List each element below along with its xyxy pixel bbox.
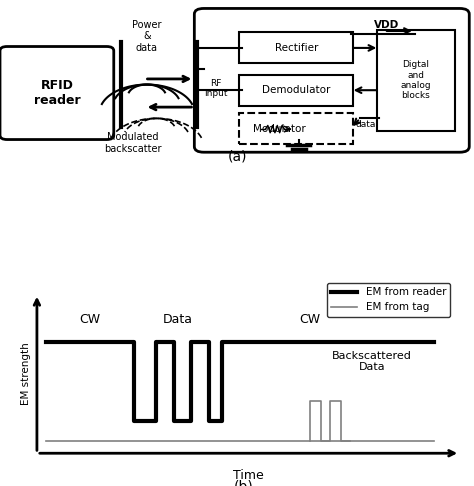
FancyBboxPatch shape (377, 30, 455, 131)
Text: Backscattered
Data: Backscattered Data (332, 351, 412, 372)
Text: Modulator: Modulator (253, 124, 306, 134)
Text: Demodulator: Demodulator (262, 85, 330, 95)
Text: RFID
reader: RFID reader (34, 79, 80, 107)
FancyBboxPatch shape (239, 33, 353, 63)
FancyBboxPatch shape (239, 113, 353, 144)
Legend: EM from reader, EM from tag: EM from reader, EM from tag (327, 283, 450, 317)
Text: EM strength: EM strength (21, 342, 31, 405)
FancyBboxPatch shape (239, 75, 353, 105)
Text: Digtal
and
analog
blocks: Digtal and analog blocks (401, 60, 431, 101)
FancyBboxPatch shape (194, 8, 469, 152)
Text: RF
Input: RF Input (204, 79, 228, 99)
Text: Modulated
backscatter: Modulated backscatter (104, 133, 162, 154)
Text: VDD: VDD (374, 20, 399, 30)
FancyBboxPatch shape (0, 47, 114, 139)
Text: Data: Data (163, 312, 193, 326)
Text: (b): (b) (234, 479, 254, 486)
Text: Rectifier: Rectifier (274, 43, 318, 53)
Text: CW: CW (300, 312, 321, 326)
Text: Time: Time (233, 469, 264, 482)
Text: data: data (356, 120, 376, 128)
Text: Power
&
data: Power & data (132, 20, 162, 53)
Text: (a): (a) (227, 149, 247, 163)
Text: CW: CW (79, 312, 100, 326)
